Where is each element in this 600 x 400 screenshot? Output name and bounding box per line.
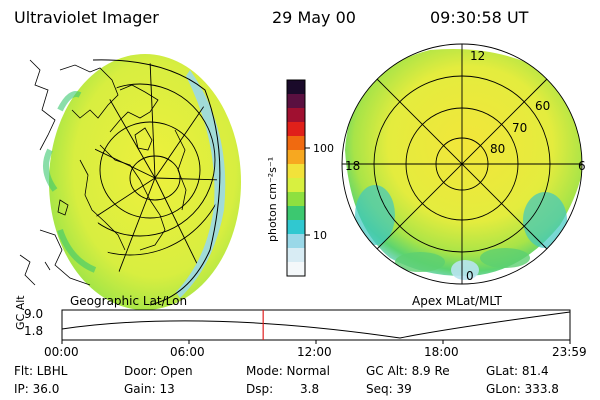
colorbar-swatch <box>287 150 305 165</box>
timeline-xtick-0: 00:00 <box>44 345 79 359</box>
colorbar-swatch <box>287 248 305 263</box>
info-door: Door: Open <box>124 364 193 378</box>
colorbar-swatch <box>287 108 305 123</box>
mlt-label-6: 6 <box>578 159 586 173</box>
colorbar-tick-10: 10 <box>313 229 327 242</box>
timeline-xtick-3: 18:00 <box>424 345 459 359</box>
gc-alt-curve <box>61 311 571 339</box>
mlt-label-12: 12 <box>470 49 485 63</box>
info-mode: Mode: Normal <box>246 364 330 378</box>
dayside-edge <box>176 70 226 298</box>
timeline-xtick-2: 12:00 <box>297 345 332 359</box>
colorbar-swatch <box>287 136 305 151</box>
left-panel-caption: Geographic Lat/Lon <box>70 294 187 308</box>
polar-map: 12 18 6 0 60 70 80 <box>341 43 586 285</box>
colorbar-swatch <box>287 262 305 277</box>
mlat-label-70: 70 <box>512 121 527 135</box>
geographic-map <box>19 54 241 310</box>
colorbar-swatch <box>287 178 305 193</box>
aurora-image-geographic <box>49 54 241 310</box>
info-ip: IP: 36.0 <box>14 382 60 396</box>
mlat-label-80: 80 <box>490 142 505 156</box>
timeline-ytick-min: 1.8 <box>24 324 44 338</box>
info-dsp-value: 3.8 <box>300 382 320 396</box>
right-panel-caption: Apex MLat/MLT <box>412 294 502 308</box>
colorbar-swatch <box>287 80 305 95</box>
header-time: 09:30:58 UT <box>430 8 529 27</box>
colorbar: 100 10 photon cm⁻²s⁻¹ <box>266 79 334 277</box>
colorbar-swatch <box>287 122 305 137</box>
colorbar-swatch <box>287 94 305 109</box>
colorbar-swatch <box>287 234 305 249</box>
colorbar-swatch <box>287 206 305 221</box>
mlt-label-18: 18 <box>345 159 360 173</box>
header-date: 29 May 00 <box>272 8 356 27</box>
colorbar-unit-label: photon cm⁻²s⁻¹ <box>266 157 279 242</box>
app-title: Ultraviolet Imager <box>14 8 159 27</box>
mlat-mlt-grid <box>341 43 583 285</box>
mlt-label-0: 0 <box>466 269 474 283</box>
timeline-ytick-max: 9.0 <box>24 307 44 321</box>
info-glon: GLon: 333.8 <box>486 382 559 396</box>
info-glat: GLat: 81.4 <box>486 364 549 378</box>
info-gc-alt: GC Alt: 8.9 Re <box>366 364 450 378</box>
info-dsp-label: Dsp: <box>246 382 274 396</box>
colorbar-tick-100: 100 <box>313 142 334 155</box>
info-filter: Flt: LBHL <box>14 364 68 378</box>
mlat-label-60: 60 <box>535 99 550 113</box>
timeline-xtick-1: 06:00 <box>170 345 205 359</box>
colorbar-swatch <box>287 192 305 207</box>
timeline-xtick-4: 23:59 <box>552 345 587 359</box>
info-gain: Gain: 13 <box>124 382 175 396</box>
colorbar-swatch <box>287 164 305 179</box>
colorbar-swatch <box>287 220 305 235</box>
info-seq: Seq: 39 <box>366 382 412 396</box>
orbit-timeline <box>61 309 571 344</box>
